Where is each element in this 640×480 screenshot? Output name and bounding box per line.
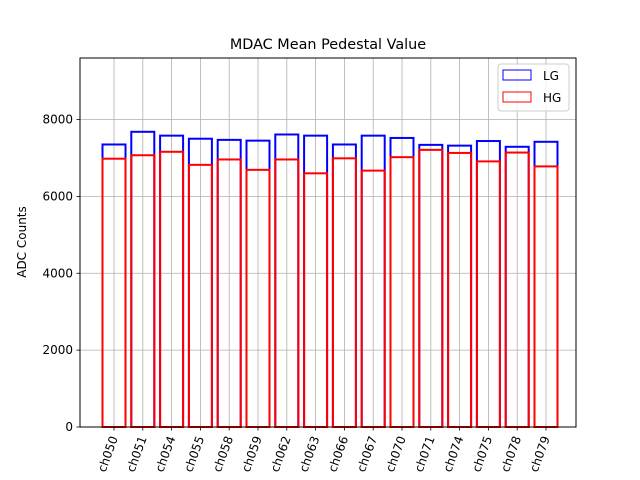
- y-tick-label: 4000: [42, 266, 73, 280]
- legend-label-lg: LG: [543, 69, 559, 83]
- plot-frame: [79, 57, 577, 428]
- y-tick-label: 6000: [42, 189, 73, 203]
- legend: LG HG: [497, 63, 570, 112]
- legend-swatch-lg: [502, 69, 532, 81]
- grid-layer: [80, 58, 576, 428]
- chart-title: MDAC Mean Pedestal Value: [230, 37, 426, 53]
- y-tick-label: 2000: [42, 343, 73, 357]
- legend-swatch-hg: [502, 91, 532, 103]
- y-tick-label: 8000: [42, 113, 73, 127]
- legend-box: [497, 63, 570, 112]
- legend-label-hg: HG: [543, 91, 561, 105]
- y-axis-label: ADC Counts: [15, 206, 29, 278]
- y-tick-label: 0: [65, 420, 73, 434]
